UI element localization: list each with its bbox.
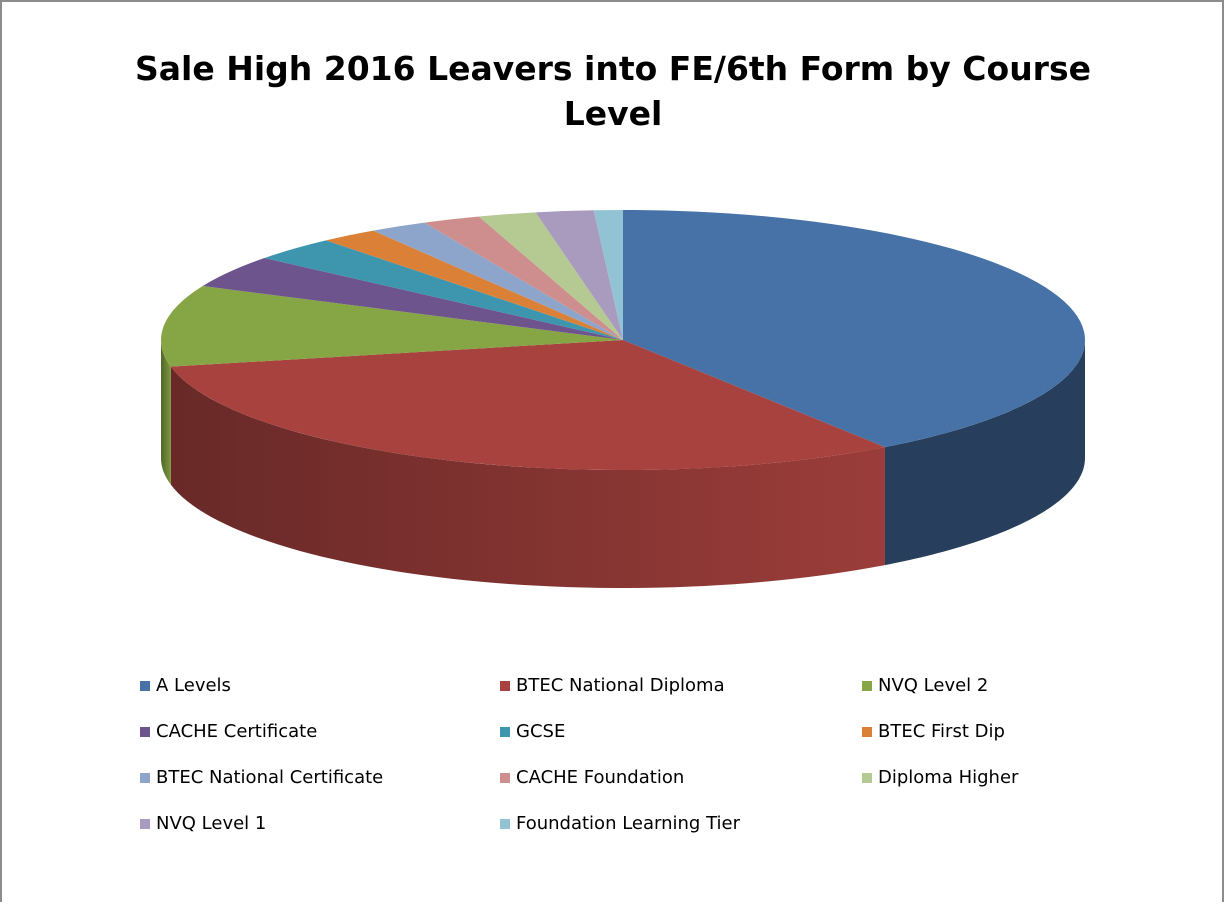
pie-slice: [264, 240, 623, 340]
legend-swatch: [500, 681, 510, 691]
legend-label: CACHE Foundation: [516, 767, 684, 788]
pie-side: [170, 366, 885, 588]
legend-label: A Levels: [156, 675, 231, 696]
pie-slice: [478, 212, 623, 340]
legend-label: CACHE Certificate: [156, 721, 317, 742]
legend-swatch: [500, 819, 510, 829]
pie-slice: [373, 222, 623, 340]
pie-slice: [170, 340, 885, 470]
chart-title: Sale High 2016 Leavers into FE/6th Form …: [135, 49, 1091, 133]
legend-label: BTEC National Diploma: [516, 675, 725, 696]
legend-label: BTEC First Dip: [878, 721, 1005, 742]
legend-swatch: [140, 727, 150, 737]
legend-swatch: [500, 773, 510, 783]
legend-label: BTEC National Certificate: [156, 767, 383, 788]
legend-swatch: [862, 773, 872, 783]
pie-slice: [202, 258, 624, 340]
legend-swatch: [500, 727, 510, 737]
legend-label: Diploma Higher: [878, 767, 1019, 788]
legend-swatch: [140, 773, 150, 783]
pie-slice: [326, 230, 623, 340]
legend-swatch: [862, 681, 872, 691]
pie-side: [884, 340, 1085, 566]
pie-slice: [424, 216, 623, 340]
legend-swatch: [862, 727, 872, 737]
pie-slice: [535, 210, 623, 340]
legend-label: NVQ Level 1: [156, 813, 266, 834]
legend-label: Foundation Learning Tier: [516, 813, 741, 834]
legend-label: GCSE: [516, 721, 565, 742]
legend-swatch: [140, 681, 150, 691]
pie-slice: [161, 285, 623, 367]
legend-label: NVQ Level 2: [878, 675, 988, 696]
legend-swatch: [140, 819, 150, 829]
pie-slice: [593, 210, 623, 340]
pie-side: [161, 340, 171, 485]
pie-slice: [623, 210, 1085, 448]
